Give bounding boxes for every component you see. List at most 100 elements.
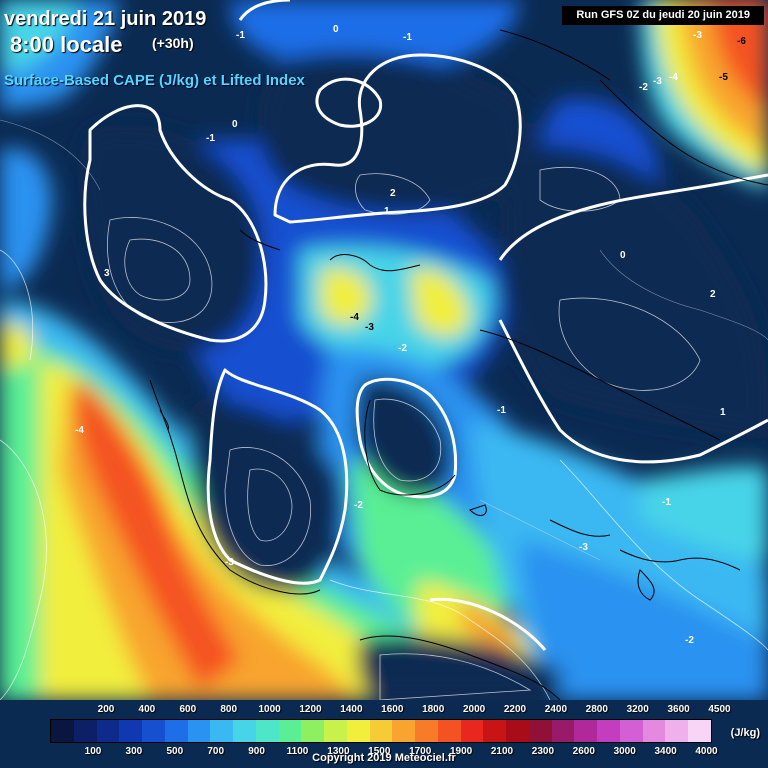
legend-swatch xyxy=(346,720,370,742)
li-label: -1 xyxy=(662,497,671,508)
legend-unit: (J/kg) xyxy=(730,727,760,739)
legend-top-tick: 1000 xyxy=(258,704,281,715)
legend-swatch xyxy=(642,720,666,742)
legend-top-tick: 1800 xyxy=(422,704,445,715)
li-label: -4 xyxy=(350,312,359,323)
li-contours-thin xyxy=(0,166,768,700)
legend-bottom-tick: 700 xyxy=(207,746,225,757)
legend-top-tick: 400 xyxy=(138,704,156,715)
forecast-date: vendredi 21 juin 2019 xyxy=(4,8,207,30)
legend-swatch xyxy=(551,720,575,742)
legend-top-tick: 4500 xyxy=(708,704,731,715)
li-label: -1 xyxy=(403,32,412,43)
legend-bottom-tick: 1300 xyxy=(327,746,350,757)
legend-swatch xyxy=(460,720,484,742)
li-label: -1 xyxy=(497,405,506,416)
legend-swatch xyxy=(528,720,552,742)
legend-bottom-tick: 2100 xyxy=(490,746,514,757)
legend-top-tick: 3600 xyxy=(667,704,690,715)
legend-swatch xyxy=(506,720,529,742)
legend-swatch xyxy=(187,720,211,742)
legend-bottom-tick: 4000 xyxy=(695,746,718,757)
parameter-title: Surface-Based CAPE (J/kg) et Lifted Inde… xyxy=(4,72,305,89)
legend-bottom-tick: 2300 xyxy=(531,746,555,757)
legend-swatch xyxy=(96,720,120,742)
legend-top-tick: 200 xyxy=(97,704,115,715)
legend-swatch xyxy=(483,720,506,742)
legend-top-tick: 1400 xyxy=(340,704,363,715)
legend-top-tick: 2800 xyxy=(585,704,608,715)
legend-bottom-tick: 3400 xyxy=(654,746,677,757)
li-label: -2 xyxy=(639,82,648,93)
legend-swatch xyxy=(597,720,620,742)
legend-swatch xyxy=(324,720,347,742)
legend-swatch xyxy=(51,720,74,742)
li-label: -3 xyxy=(693,30,702,41)
li-label: 2 xyxy=(710,289,716,300)
li-label: -3 xyxy=(653,76,662,87)
legend-top-tick: 600 xyxy=(179,704,197,715)
legend-swatch xyxy=(369,720,393,742)
run-info: Run GFS 0Z du jeudi 20 juin 2019 xyxy=(562,6,764,25)
legend-swatch xyxy=(301,720,324,742)
li-zero-contour xyxy=(83,0,768,651)
li-label: -2 xyxy=(354,500,363,511)
li-label: -3 xyxy=(225,557,234,568)
legend-swatch xyxy=(437,720,461,742)
legend-bottom-tick: 3000 xyxy=(613,746,636,757)
legend-swatch xyxy=(255,720,279,742)
legend-bottom-tick: 1700 xyxy=(409,746,432,757)
li-label: 0 xyxy=(232,119,238,130)
li-label: -2 xyxy=(398,343,407,354)
legend-bottom-tick: 2600 xyxy=(572,746,595,757)
legend-swatch xyxy=(233,720,256,742)
legend-top-tick: 800 xyxy=(220,704,238,715)
legend-bottom-tick: 1100 xyxy=(286,746,309,757)
legend-swatch xyxy=(278,720,302,742)
li-label: -3 xyxy=(579,542,588,553)
legend-top-tick: 2400 xyxy=(544,704,568,715)
forecast-time: 8:00 locale xyxy=(10,32,123,57)
legend-swatches xyxy=(50,719,712,743)
li-label: -2 xyxy=(685,635,694,646)
li-labels: -1 0 -1 -3 -6 -5 -3 -4 -2 -1 0 1 2 3 -4 … xyxy=(75,24,746,646)
legend-top-tick: 2000 xyxy=(462,704,486,715)
li-label: -4 xyxy=(669,72,678,83)
copyright: Copyright 2019 Meteociel.fr xyxy=(312,752,456,764)
legend-swatch xyxy=(119,720,142,742)
legend-swatch xyxy=(688,720,711,742)
li-label: -1 xyxy=(236,30,245,41)
legend-swatch xyxy=(164,720,188,742)
legend-bottom-tick: 500 xyxy=(166,746,184,757)
legend-bottom-tick: 900 xyxy=(248,746,265,757)
legend-top-tick: 1600 xyxy=(381,704,404,715)
legend-top-tick: 2200 xyxy=(503,704,527,715)
legend-swatch xyxy=(619,720,643,742)
legend-bottom-tick: 300 xyxy=(125,746,143,757)
li-label: -5 xyxy=(719,72,728,83)
legend-swatch xyxy=(392,720,415,742)
legend-swatch xyxy=(415,720,438,742)
legend-swatch xyxy=(210,720,233,742)
legend-top-tick: 3200 xyxy=(626,704,649,715)
legend-swatch xyxy=(665,720,688,742)
forecast-offset: (+30h) xyxy=(152,35,194,51)
legend-bottom-tick: 1900 xyxy=(449,746,473,757)
li-label: -4 xyxy=(75,425,84,436)
color-legend: 200 400 600 800 1000 1200 1400 1600 1800 2000 2200… xyxy=(0,700,768,768)
li-label: 1 xyxy=(384,206,390,217)
legend-bottom-tick: 100 xyxy=(84,746,102,757)
li-label: 2 xyxy=(390,188,396,199)
li-label: 3 xyxy=(104,268,110,279)
legend-swatch xyxy=(142,720,165,742)
white-contours-thin xyxy=(0,119,768,561)
legend-swatch xyxy=(73,720,97,742)
cape-map: -1 0 -1 -3 -6 -5 -3 -4 -2 -1 0 1 2 3 -4 … xyxy=(0,0,768,700)
li-label: 0 xyxy=(620,250,626,261)
legend-top-tick: 1200 xyxy=(299,704,322,715)
li-label: -1 xyxy=(206,133,215,144)
li-label: -3 xyxy=(365,322,374,333)
li-label: 1 xyxy=(720,407,726,418)
li-label: -6 xyxy=(737,36,746,47)
